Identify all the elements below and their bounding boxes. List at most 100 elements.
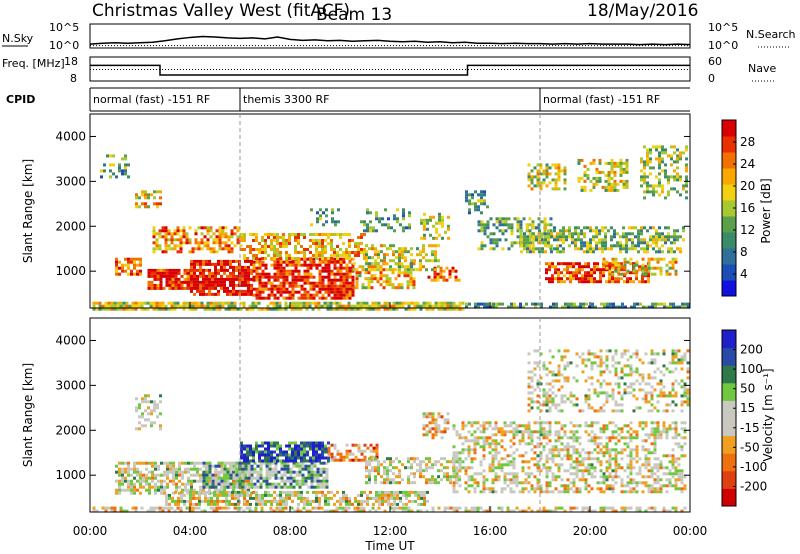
power-cell: [374, 250, 377, 254]
velocity-cell: [425, 478, 428, 482]
power-cell: [164, 241, 168, 245]
power-cell: [377, 250, 380, 254]
power-cell: [379, 265, 383, 269]
power-cell: [622, 182, 626, 186]
power-cell: [379, 283, 383, 287]
power-cell: [196, 280, 199, 284]
velocity-cell: [303, 456, 306, 460]
power-cell: [371, 307, 375, 311]
power-cell: [654, 305, 657, 309]
velocity-cell: [491, 478, 495, 482]
power-cell: [589, 241, 592, 245]
power-cell: [333, 284, 337, 288]
power-cell: [124, 269, 127, 273]
power-cell: [267, 254, 270, 257]
power-cell: [294, 245, 297, 248]
velocity-cell: [283, 485, 287, 489]
power-cell: [563, 169, 567, 173]
power-cell: [351, 239, 354, 242]
velocity-cell: [118, 467, 121, 471]
power-cell: [279, 260, 283, 264]
velocity-cell: [285, 450, 288, 454]
power-cell: [306, 278, 310, 282]
power-cell: [631, 244, 634, 248]
power-cell: [321, 293, 325, 297]
power-cell: [185, 235, 189, 239]
velocity-cell: [551, 490, 555, 494]
power-cell: [449, 307, 453, 311]
velocity-cell: [473, 490, 477, 494]
velocity-cell: [310, 461, 314, 465]
velocity-cell: [464, 506, 468, 510]
power-cell: [139, 269, 142, 273]
power-cell: [498, 238, 502, 242]
power-cell: [155, 247, 159, 251]
power-cell: [258, 272, 262, 276]
velocity-cell: [291, 459, 294, 463]
power-cell: [240, 239, 243, 242]
velocity-cell: [235, 482, 239, 486]
velocity-cell: [315, 490, 318, 494]
velocity-cell: [255, 496, 258, 500]
power-cell: [631, 247, 634, 251]
power-cell: [252, 266, 256, 270]
colorbar-tick-label: 20: [740, 179, 755, 193]
power-cell: [640, 184, 643, 188]
velocity-cell: [285, 490, 288, 494]
power-cell: [607, 173, 611, 177]
velocity-cell: [509, 481, 513, 485]
power-cell: [264, 272, 268, 276]
cpid-segment-label: normal (fast) -151 RF: [543, 93, 660, 106]
velocity-cell: [378, 490, 381, 494]
power-cell: [223, 268, 226, 272]
power-cell: [174, 277, 178, 281]
velocity-cell: [279, 444, 282, 448]
velocity-cell: [304, 467, 308, 471]
power-cell: [560, 277, 563, 281]
velocity-cell: [590, 439, 594, 443]
power-cell: [647, 274, 650, 278]
velocity-cell: [359, 509, 363, 513]
power-cell: [202, 283, 205, 287]
velocity-cell: [198, 496, 201, 500]
power-cell: [519, 302, 522, 306]
velocity-cell: [539, 451, 543, 455]
velocity-cell: [312, 450, 315, 454]
power-cell: [200, 304, 204, 308]
power-cell: [625, 238, 628, 242]
power-cell: [568, 229, 571, 233]
velocity-cell: [539, 427, 543, 431]
velocity-cell: [464, 457, 468, 461]
power-cell: [144, 193, 147, 197]
power-cell: [158, 244, 162, 248]
power-cell: [205, 274, 208, 278]
power-cell: [616, 182, 620, 186]
power-cell: [422, 247, 425, 251]
velocity-cell: [375, 490, 378, 494]
power-cell: [243, 239, 246, 242]
velocity-cell: [356, 509, 360, 513]
velocity-cell: [309, 502, 312, 506]
power-cell: [230, 241, 234, 245]
power-cell: [288, 284, 292, 288]
velocity-cell: [240, 453, 243, 457]
power-cell: [437, 259, 440, 263]
velocity-cell: [294, 441, 297, 445]
power-cell: [540, 232, 544, 236]
power-cell: [477, 302, 480, 306]
velocity-cell: [539, 469, 543, 473]
velocity-cell: [536, 484, 540, 488]
power-cell: [589, 250, 592, 254]
velocity-cell: [434, 463, 437, 467]
power-cell: [159, 268, 163, 272]
velocity-cell: [265, 467, 269, 471]
power-cell: [235, 283, 238, 287]
power-cell: [366, 229, 369, 233]
power-cell: [646, 247, 649, 251]
velocity-cell: [482, 484, 486, 488]
velocity-cell: [401, 478, 404, 482]
velocity-cell: [521, 481, 525, 485]
velocity-cell: [365, 481, 368, 485]
power-cell: [244, 283, 247, 287]
power-cell: [389, 265, 392, 269]
